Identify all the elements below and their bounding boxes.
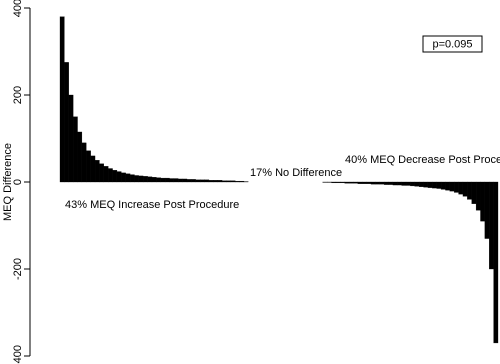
bar [112, 170, 118, 183]
bar [366, 181, 372, 184]
bar [357, 181, 363, 184]
bar [116, 171, 122, 183]
bar [68, 94, 74, 183]
bar [375, 181, 380, 185]
bar [423, 181, 429, 188]
y-tick-label: -200 [12, 258, 24, 280]
bar [81, 142, 87, 183]
p-value-box [422, 35, 483, 53]
bar [401, 181, 407, 186]
bar [340, 181, 345, 184]
bar [160, 177, 166, 183]
bar [151, 177, 157, 183]
bar [397, 181, 402, 186]
bar [449, 181, 455, 192]
bar [213, 180, 218, 183]
bar [419, 181, 424, 187]
bar [186, 179, 192, 183]
bar [204, 179, 210, 183]
bar [134, 175, 139, 183]
bar [200, 179, 205, 183]
bar [77, 131, 83, 183]
bar [379, 181, 385, 185]
bar [125, 173, 131, 183]
bar [143, 176, 148, 183]
bar [147, 176, 153, 183]
bar [178, 178, 183, 183]
bar [427, 181, 433, 188]
bar [239, 180, 245, 183]
bar [484, 181, 490, 239]
bar [182, 178, 188, 183]
bar [138, 175, 144, 183]
bar [221, 180, 227, 183]
bar [191, 179, 196, 183]
bar [440, 181, 446, 190]
bar [173, 178, 179, 183]
bar [129, 174, 135, 183]
y-tick-label: 400 [12, 0, 24, 17]
bar [86, 150, 91, 183]
annotation: 17% No Difference [250, 167, 342, 179]
bar [217, 180, 223, 183]
bar [493, 181, 499, 344]
bar [94, 160, 100, 183]
bar [230, 180, 236, 183]
bar [331, 181, 337, 184]
bar [156, 177, 161, 183]
y-tick-label: -400 [12, 345, 24, 364]
bar [405, 181, 411, 186]
bar [226, 180, 231, 183]
bar [64, 62, 69, 183]
bar [436, 181, 442, 189]
bar [462, 181, 468, 197]
bar [353, 181, 358, 184]
bar [344, 181, 350, 184]
y-axis-title: MEQ Difference [2, 143, 14, 221]
bar [454, 181, 459, 193]
bar [195, 179, 201, 183]
bar [467, 181, 472, 200]
bar [480, 181, 486, 222]
bar [208, 180, 214, 183]
y-tick-label: 0 [12, 179, 24, 185]
p-value: p=0.095 [432, 38, 472, 50]
bar [90, 155, 96, 183]
bar [235, 180, 240, 183]
bar [121, 172, 126, 183]
bar [445, 181, 450, 191]
bar [388, 181, 394, 185]
bar [59, 16, 65, 183]
bar [108, 168, 113, 183]
bar [348, 181, 354, 184]
bar [362, 181, 367, 184]
bar [164, 177, 170, 183]
bar [99, 163, 104, 183]
bar [72, 116, 78, 183]
bar [335, 181, 341, 184]
y-tick-label: 200 [12, 86, 24, 104]
bar [475, 181, 481, 211]
bar [414, 181, 420, 187]
annotation: 43% MEQ Increase Post Procedure [65, 199, 239, 211]
bar [410, 181, 415, 187]
bar [169, 178, 175, 183]
bar [392, 181, 398, 186]
bar [489, 181, 494, 270]
bar [471, 181, 477, 204]
bar [383, 181, 389, 185]
bar [103, 166, 109, 183]
bar [370, 181, 376, 185]
bar [458, 181, 464, 195]
bar [432, 181, 437, 189]
annotation: 40% MEQ Decrease Post Procedure [345, 154, 500, 166]
